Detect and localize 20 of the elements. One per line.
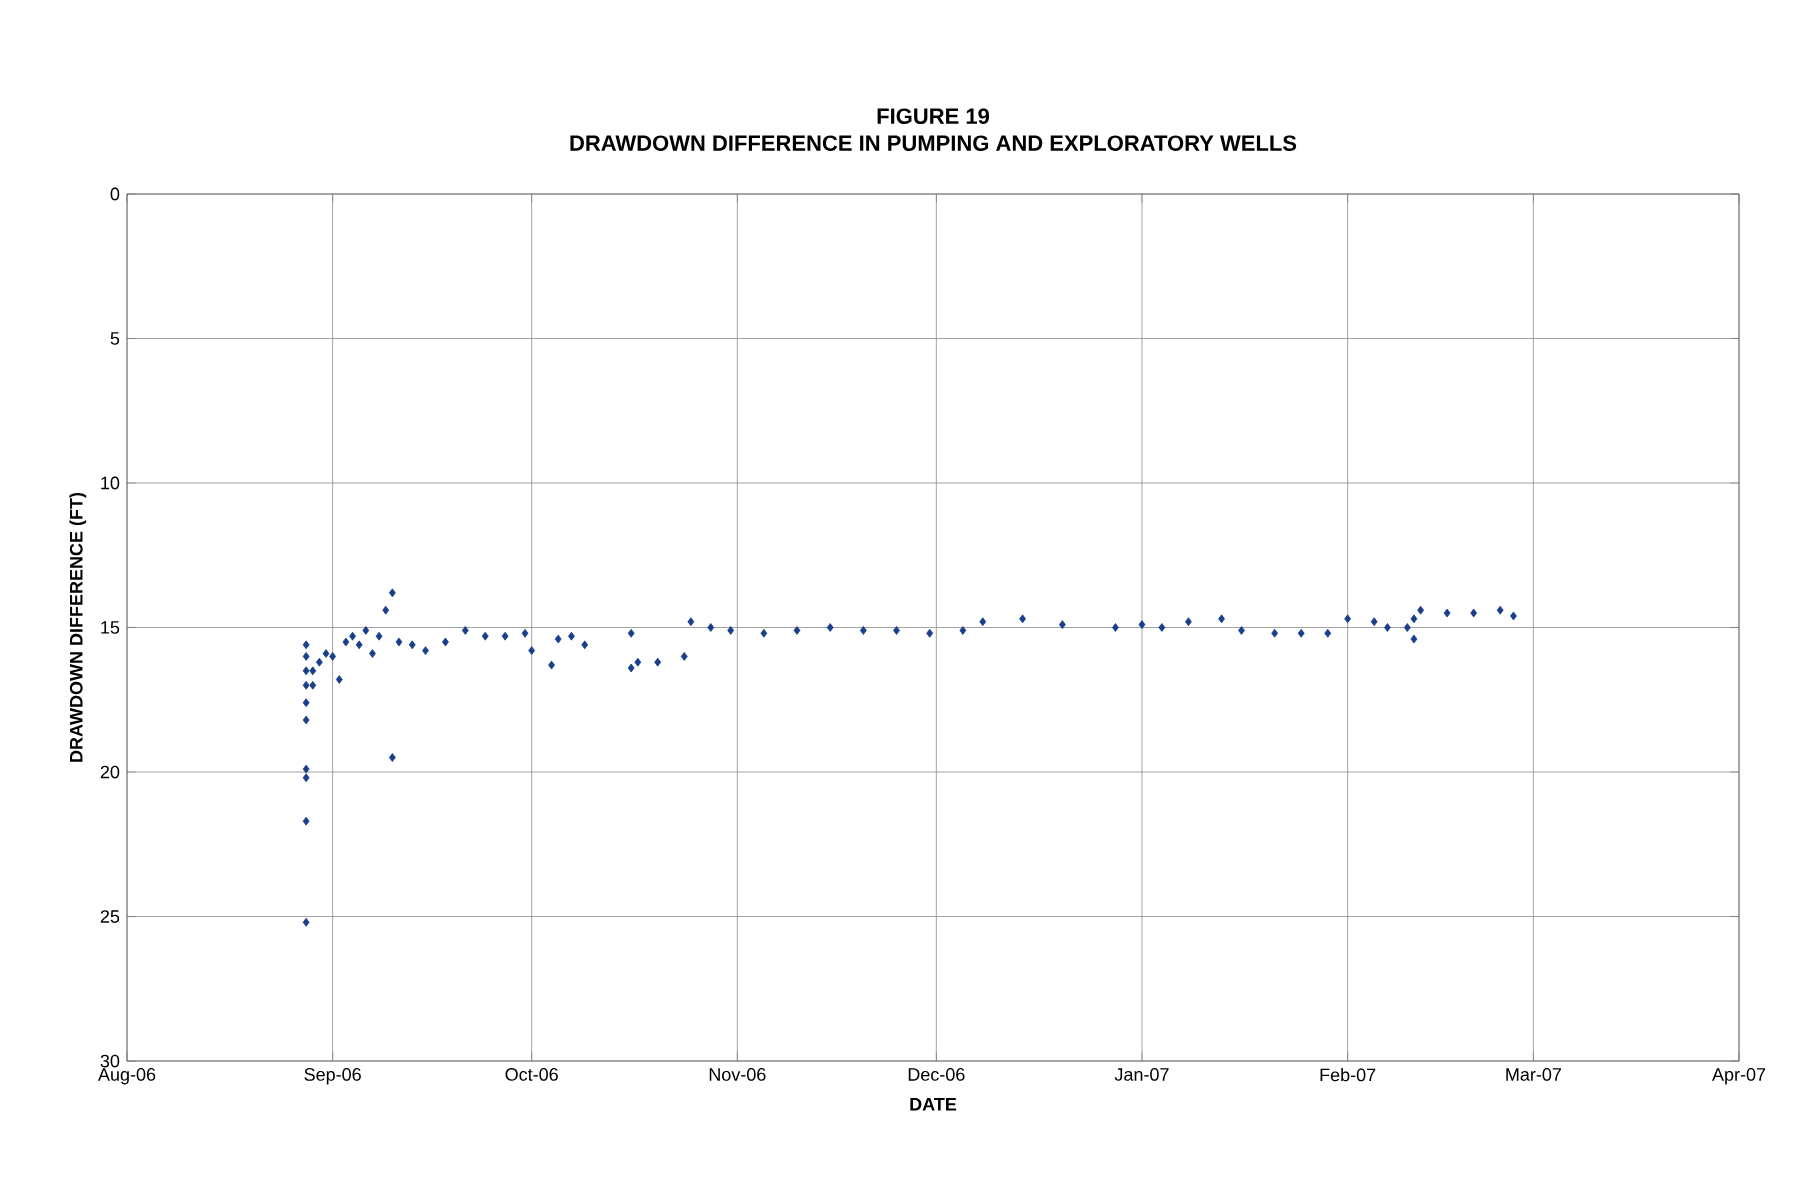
x-axis-title: DATE [910,1098,957,1111]
x-tick-label: Oct-06 [505,1068,558,1081]
x-tick-label: Jan-07 [1114,1068,1169,1081]
y-tick-label: 10 [101,476,120,490]
x-tick-label: Sep-06 [304,1068,361,1085]
x-tick-label: Apr-07 [1712,1068,1766,1085]
x-tick-label: Feb-07 [1320,1068,1376,1082]
y-tick-label: 25 [100,910,120,923]
chart-subtitle: DRAWDOWN DIFFERENCE IN PUMPING AND EXPLORATORY WELLS [570,135,1297,151]
y-axis-title: DRAWDOWN DIFFERENCE (FT) [69,492,87,762]
x-tick-label: Aug-06 [98,1068,156,1085]
y-tick-label: 30 [100,1054,120,1068]
x-tick-label: Nov-06 [709,1068,766,1081]
y-tick-label: 5 [110,332,120,345]
y-tick-label: 0 [110,187,120,201]
x-tick-label: Dec-06 [908,1068,965,1081]
y-tick-label: 20 [100,765,120,779]
x-tick-label: Mar-07 [1506,1068,1561,1081]
y-tick-label: 15 [101,621,120,634]
chart-title: FIGURE 19 [877,108,990,124]
